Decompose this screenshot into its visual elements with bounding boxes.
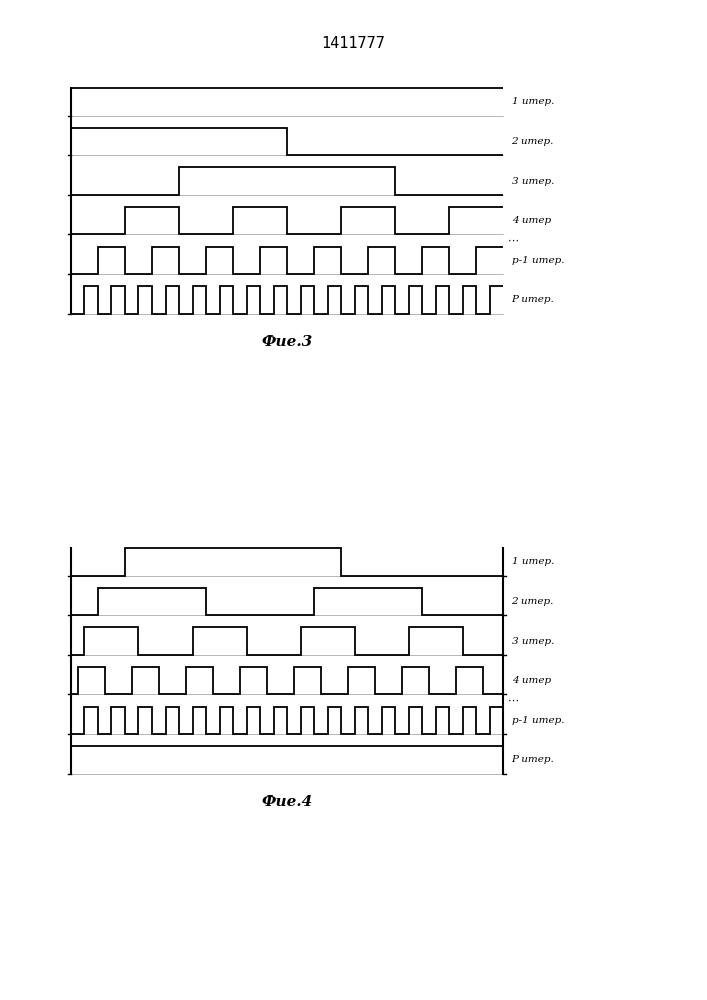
Text: P итер.: P итер. <box>512 755 554 764</box>
Text: 4 итер: 4 итер <box>512 676 551 685</box>
Text: 3 итер.: 3 итер. <box>512 637 554 646</box>
Text: p-1 итер.: p-1 итер. <box>512 256 564 265</box>
Text: ⋯: ⋯ <box>508 236 519 246</box>
Text: Фие.4: Фие.4 <box>262 795 312 809</box>
Text: 2 итер.: 2 итер. <box>512 137 554 146</box>
Text: 4 итер: 4 итер <box>512 216 551 225</box>
Text: 2 итер.: 2 итер. <box>512 597 554 606</box>
Text: P итер.: P итер. <box>512 295 554 304</box>
Text: Фие.3: Фие.3 <box>262 335 312 349</box>
Text: 1411777: 1411777 <box>322 36 385 51</box>
Text: 1 итер.: 1 итер. <box>512 557 554 566</box>
Text: 3 итер.: 3 итер. <box>512 177 554 186</box>
Text: p-1 итер.: p-1 итер. <box>512 716 564 725</box>
Text: ⋯: ⋯ <box>508 696 519 706</box>
Text: 1 итер.: 1 итер. <box>512 97 554 106</box>
